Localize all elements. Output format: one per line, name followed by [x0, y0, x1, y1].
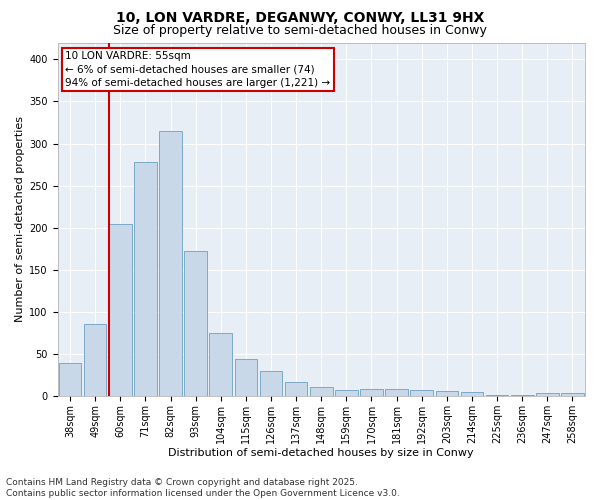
Bar: [385, 390, 408, 396]
Text: 10, LON VARDRE, DEGANWY, CONWY, LL31 9HX: 10, LON VARDRE, DEGANWY, CONWY, LL31 9HX: [116, 11, 484, 25]
Bar: [461, 392, 483, 396]
Bar: [285, 382, 307, 396]
X-axis label: Distribution of semi-detached houses by size in Conwy: Distribution of semi-detached houses by …: [169, 448, 474, 458]
Text: 10 LON VARDRE: 55sqm
← 6% of semi-detached houses are smaller (74)
94% of semi-d: 10 LON VARDRE: 55sqm ← 6% of semi-detach…: [65, 52, 331, 88]
Bar: [235, 359, 257, 396]
Bar: [536, 393, 559, 396]
Bar: [310, 387, 332, 396]
Bar: [84, 324, 106, 396]
Y-axis label: Number of semi-detached properties: Number of semi-detached properties: [15, 116, 25, 322]
Bar: [209, 333, 232, 396]
Bar: [260, 371, 283, 396]
Bar: [159, 131, 182, 396]
Text: Size of property relative to semi-detached houses in Conwy: Size of property relative to semi-detach…: [113, 24, 487, 37]
Bar: [360, 390, 383, 396]
Bar: [335, 390, 358, 396]
Bar: [410, 390, 433, 396]
Bar: [486, 394, 508, 396]
Bar: [184, 252, 207, 396]
Bar: [561, 393, 584, 396]
Bar: [134, 162, 157, 396]
Text: Contains HM Land Registry data © Crown copyright and database right 2025.
Contai: Contains HM Land Registry data © Crown c…: [6, 478, 400, 498]
Bar: [436, 391, 458, 396]
Bar: [59, 362, 82, 396]
Bar: [109, 224, 131, 396]
